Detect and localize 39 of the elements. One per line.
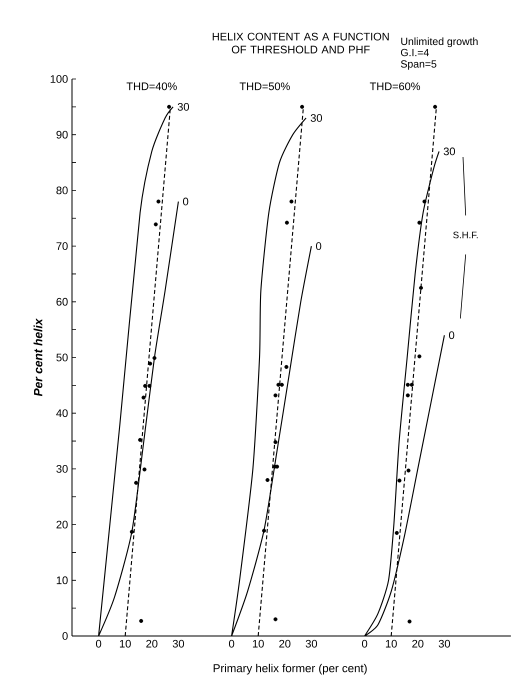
y-tick-label: 90: [56, 130, 68, 139]
x-tick-label: 0: [96, 640, 102, 648]
text: HELIX CONTENT AS A FUNCTION OF THRESHOLD AND PHF: [212, 32, 389, 54]
x-tick-label: 10: [252, 640, 264, 648]
x-tick-label: 20: [146, 640, 158, 648]
series-label: 0: [183, 198, 188, 206]
y-tick-label: 40: [56, 409, 68, 418]
y-tick-label: 20: [56, 520, 68, 528]
annotation: S.H.F.: [453, 232, 478, 238]
x-tick-label: 20: [279, 640, 290, 648]
x-tick-label: 0: [228, 640, 234, 648]
y-axis-title: Per cent helix: [34, 318, 42, 396]
y-tick-label: 80: [56, 186, 68, 194]
chart-title: THD=50%: [240, 82, 290, 90]
series-label: 30: [310, 114, 322, 122]
y-tick-label: 0: [62, 632, 68, 640]
x-tick-label: 20: [412, 640, 424, 648]
text: G.I.=4: [400, 48, 429, 56]
chart-title: THD=60%: [370, 82, 420, 90]
x-tick-label: 30: [306, 640, 318, 648]
x-tick-label: 30: [172, 640, 184, 648]
y-tick-label: 50: [56, 354, 68, 362]
text: Unlimited growth: [401, 37, 478, 48]
y-tick-label: 100: [50, 75, 68, 83]
x-tick-label: 0: [362, 640, 368, 648]
y-tick-label: 60: [56, 298, 68, 306]
series-label: 0: [316, 242, 322, 250]
chart-title: THD=40%: [126, 82, 177, 90]
x-tick-label: 10: [120, 640, 131, 648]
x-tick-label: 10: [386, 640, 397, 648]
series-label: 30: [444, 148, 456, 156]
text: Span=5: [400, 60, 436, 70]
y-tick-label: 70: [56, 242, 68, 250]
y-tick-label: 10: [56, 576, 68, 584]
x-axis-title: Primary helix former (per cent): [214, 664, 367, 675]
series-label: 0: [449, 331, 454, 340]
series-label: 30: [178, 102, 190, 111]
x-tick-label: 30: [438, 640, 450, 648]
y-tick-label: 30: [56, 465, 68, 473]
